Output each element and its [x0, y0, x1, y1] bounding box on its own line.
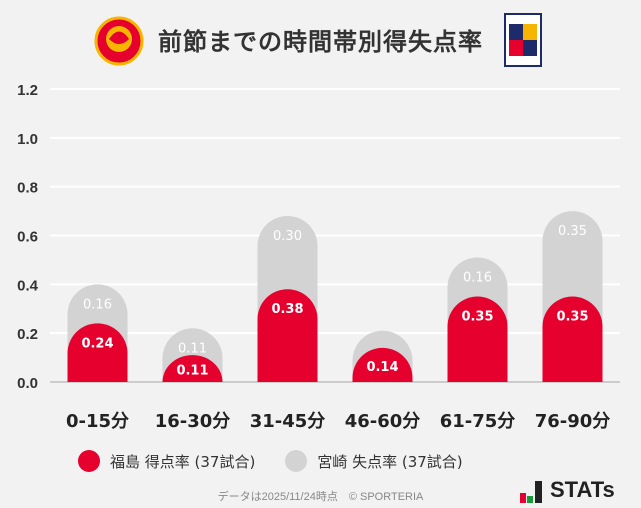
- x-tick-label: 16-30分: [155, 411, 231, 432]
- y-tick-label: 0.6: [17, 229, 38, 246]
- x-tick-label: 61-75分: [440, 411, 516, 432]
- data-label-home: 0.35: [556, 310, 588, 325]
- bar-home-scored: [67, 323, 128, 382]
- legend-swatch-gray: [285, 450, 308, 472]
- data-label-home: 0.11: [176, 364, 208, 379]
- data-label-home: 0.35: [461, 310, 493, 325]
- bar-home-scored: [257, 289, 318, 382]
- data-label-home: 0.14: [366, 360, 398, 375]
- chart-title: 前節までの時間帯別得失点率: [158, 28, 483, 56]
- legend-label: 宮崎 失点率 (37試合): [317, 452, 463, 471]
- x-tick-label: 76-90分: [535, 411, 611, 432]
- legend-item-home: 福島 得点率 (37試合): [78, 450, 255, 472]
- footer-note: データは2025/11/24時点 © SPORTERIA: [217, 491, 424, 503]
- x-tick-label: 46-60分: [345, 411, 421, 432]
- legend-item-away: 宮崎 失点率 (37試合): [285, 450, 463, 472]
- y-tick-label: 1.2: [17, 82, 38, 99]
- stats-logo-icon: [520, 481, 542, 503]
- y-tick-label: 0.2: [17, 326, 38, 343]
- data-label-away: 0.30: [273, 229, 302, 244]
- x-tick-label: 31-45分: [250, 411, 326, 432]
- data-label-home: 0.24: [81, 336, 113, 351]
- stats-brand: STATs: [520, 477, 615, 503]
- data-label-away: 0.16: [83, 297, 112, 312]
- legend-label: 福島 得点率 (37試合): [110, 452, 256, 471]
- bar-home-scored: [162, 355, 223, 382]
- brand-name: STATs: [550, 477, 615, 502]
- y-tick-label: 0.8: [17, 180, 38, 197]
- stacked-bar-chart: 0.0 0.2 0.4 0.6 0.8 1.0 1.2 0.24 0.16 0-15分 0.11 0.…: [17, 82, 620, 432]
- bar-home-scored: [352, 347, 413, 382]
- data-label-away: 0.35: [558, 224, 587, 239]
- data-label-away: 0.16: [463, 270, 492, 285]
- x-tick-label: 0-15分: [66, 411, 129, 432]
- away-team-logo: [504, 13, 542, 67]
- y-tick-label: 0.4: [17, 277, 39, 294]
- bar-home-scored: [542, 296, 603, 382]
- data-label-home: 0.38: [271, 302, 303, 317]
- bar-home-scored: [447, 296, 508, 382]
- data-label-away: 0.11: [178, 341, 207, 356]
- home-team-logo: [94, 16, 144, 66]
- y-tick-label: 1.0: [17, 131, 38, 148]
- legend-swatch-red: [78, 450, 100, 472]
- legend: 福島 得点率 (37試合) 宮崎 失点率 (37試合): [78, 450, 493, 472]
- y-tick-label: 0.0: [17, 375, 38, 392]
